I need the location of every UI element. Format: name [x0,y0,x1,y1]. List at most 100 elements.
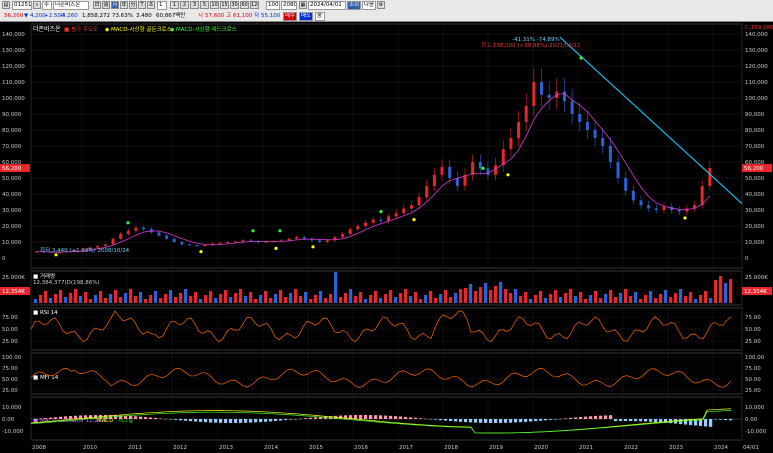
candle-body [80,249,84,251]
candle-body [432,174,436,186]
week-button[interactable]: 週 [102,1,110,9]
volume-bar [714,280,718,303]
mfi-axis-left: 75.00 [2,366,18,372]
volume-bar [729,279,733,303]
macd-histogram-bar [339,415,343,419]
year-button[interactable]: 年 [120,1,128,9]
macd-histogram-bar [194,419,198,422]
calendar-icon[interactable]: ▦ [299,1,307,9]
macd-histogram-bar [699,419,703,426]
interval-button[interactable]: 15 [220,1,229,9]
x-axis-label: 2010 [83,445,97,451]
candle-body [226,242,230,243]
settings-icon[interactable]: ⚙ [377,1,385,9]
stock-code-input[interactable]: 012510 [12,1,32,10]
macd-histogram-bar [624,419,628,422]
macd-legend: MACD [97,418,114,424]
price-axis-label-left: 140,000 [2,32,25,38]
macd-histogram-bar [464,419,468,423]
sell-button[interactable]: 매도 [299,12,313,21]
x-axis-label: 04/01 [743,445,759,451]
volume-bar [494,286,498,303]
candle-body [348,229,352,234]
macd-histogram-bar [434,419,438,420]
market-select[interactable]: 주 [42,1,52,10]
volume-bar [634,292,638,303]
dead-cross-marker [311,245,315,249]
price-axis-label-left: 20,000 [2,224,22,230]
macd-histogram-bar [259,419,263,423]
price-chart-area[interactable]: 140,000 140,000 130,000 130,000 120,000 120,0… [0,22,773,453]
month-button[interactable]: 月 [111,1,119,9]
period-input[interactable]: 1 [157,1,167,10]
interval-button[interactable]: 5 [200,1,209,9]
query-button[interactable]: 조회 [347,1,361,10]
candle-body [119,234,123,239]
minute-button[interactable]: 分 [129,1,137,9]
trend-line[interactable] [559,36,743,205]
interval-button[interactable]: 10 [210,1,219,9]
volume-bar [214,298,218,303]
volume-bar [654,298,658,303]
macd-histogram-bar [574,417,578,419]
volume-bar [74,289,78,303]
x-axis-label: 2018 [444,445,458,451]
golden-cross-marker [379,210,383,214]
day-button[interactable]: 日 [93,1,101,9]
zoom-button[interactable]: 줌 [315,12,325,21]
macd-histogram-bar [379,415,383,419]
candle-body [616,162,620,178]
macd-histogram-bar [134,416,138,419]
tick-button[interactable]: T [138,1,146,9]
macd-histogram-bar [424,418,428,420]
candle-body [325,240,329,242]
menu-icon[interactable]: ▤ [2,1,10,9]
interval-button[interactable]: 2 [180,1,189,9]
buy-button[interactable]: 매수 [283,12,297,21]
macd-histogram-bar [634,419,638,422]
macd-histogram-bar [374,415,378,419]
dead-cross-marker [199,250,203,254]
second-button[interactable]: 초 [147,1,155,9]
interval-button[interactable]: 60 [240,1,249,9]
volume-bar [529,299,533,303]
candle-body [333,237,337,241]
macd-histogram-bar [184,419,188,421]
macd-histogram-bar [409,417,413,419]
macd-histogram-bar [684,419,688,425]
macd-histogram-bar [314,417,318,419]
macd-histogram-bar [659,419,663,423]
volume-bar [454,293,458,303]
macd-histogram-bar [219,419,223,423]
interval-button[interactable]: 120 [250,1,259,9]
volume-bar [124,293,128,303]
candle-body [662,206,666,210]
volume-bar [224,290,228,303]
date-input[interactable]: 2024/04/01 [308,1,346,10]
price-axis-label-left: 130,000 [2,48,25,54]
macd-signal-legend: 시그널 [118,416,133,424]
macd-histogram-bar [74,415,78,419]
macd-histogram-bar [364,415,368,419]
macd-histogram-bar [149,417,153,419]
volume-bar [39,295,43,303]
count2-input[interactable]: 2080 [281,1,297,10]
macd-histogram-bar [729,419,733,421]
price-axis-label-right: 120,000 [745,64,768,70]
volume-bar [104,298,108,303]
candle-body [386,216,390,222]
volume-bar [469,284,473,303]
volume-bar [609,290,613,303]
count-input[interactable]: 100 [266,1,280,10]
interval-button[interactable]: 3 [190,1,199,9]
mfi-title: ■ MFI 14 [33,375,59,381]
volume-bar [94,295,98,303]
interval-button[interactable]: 1 [170,1,179,9]
price-axis-label-left: 120,000 [2,64,25,70]
candle-body [172,238,176,242]
macd-histogram-bar [89,415,93,419]
search-icon[interactable]: ⌕ [33,1,41,9]
interval-button[interactable]: 30 [230,1,239,9]
next-button[interactable]: 다음 [362,1,376,10]
